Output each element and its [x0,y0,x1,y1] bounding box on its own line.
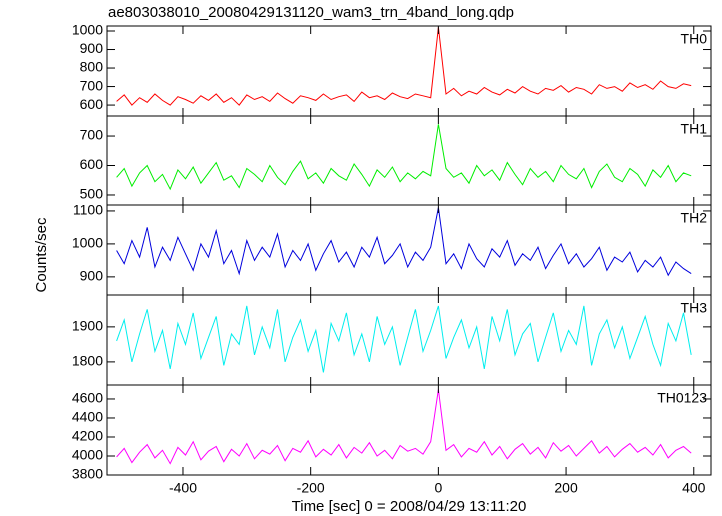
y-tick-label: 1100 [73,202,103,218]
y-tick-label: 700 [80,127,104,143]
series-label: TH0 [681,31,708,47]
series-label: TH0123 [657,390,707,406]
data-line [116,27,692,106]
y-axis-label: Counts/sec [33,217,50,293]
y-tick-label: 500 [80,186,104,202]
panel-frame [106,384,712,476]
y-tick-label: 4000 [72,447,103,463]
y-tick-label: 1000 [72,22,103,38]
series-label: TH1 [681,121,708,137]
y-tick-label: 700 [80,77,104,93]
y-tick-label: 800 [80,59,104,75]
y-tick-label: 600 [80,156,104,172]
x-tick-label: 200 [554,480,578,496]
y-tick-label: 4400 [72,409,103,425]
data-line [116,124,692,191]
series-label: TH3 [681,300,708,316]
data-line [116,305,692,373]
y-tick-label: 1000 [72,235,103,251]
y-tick-label: 3800 [72,466,103,482]
series-label: TH2 [681,210,708,226]
figure-title: ae803038010_20080429131120_wam3_trn_4ban… [108,4,514,21]
y-tick-label: 1900 [72,318,103,334]
y-tick-label: 4200 [72,428,103,444]
data-line [116,389,692,465]
x-axis-label: Time [sec] 0 = 2008/04/29 13:11:20 [292,498,527,515]
y-tick-label: 900 [80,40,104,56]
data-line [116,207,692,277]
y-tick-label: 4600 [72,390,103,406]
x-tick-label: 400 [682,480,706,496]
x-tick-label: -400 [169,480,197,496]
x-tick-label: 0 [434,480,442,496]
x-tick-label: -200 [297,480,325,496]
y-tick-label: 1800 [72,353,103,369]
y-tick-label: 900 [80,268,104,284]
y-tick-label: 600 [80,96,104,112]
